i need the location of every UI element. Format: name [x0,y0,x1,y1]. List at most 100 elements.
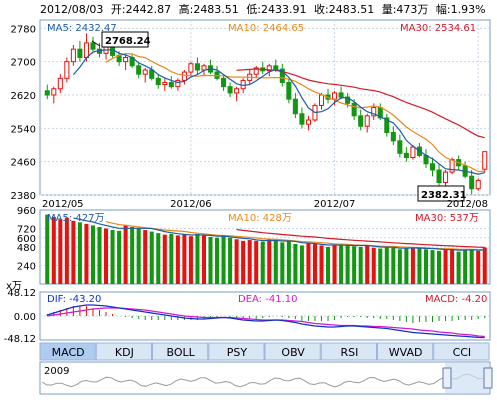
tab-cci[interactable]: CCI [433,342,490,361]
candle [221,74,227,91]
volume-bar [267,239,272,284]
candle-body [181,71,187,81]
volume-bar [221,236,226,284]
candle-body [443,171,449,183]
volume-bar [450,248,455,284]
header-high: 高:2483.51 [179,2,239,16]
candle-body [188,63,194,73]
candle [305,115,311,131]
candle [384,113,390,137]
volume-bar [201,235,206,284]
volume-bar [84,223,89,284]
macd-y-axis: 48.12 0.00 -48.12 [4,288,36,345]
tab-psy[interactable]: PSY [208,342,265,361]
volume-bar [482,247,487,284]
volume-bar [169,233,174,284]
volume-bar [332,245,337,284]
candle-body [123,57,129,63]
price-tick-label: 2540 [11,124,36,135]
candle [358,109,364,131]
volume-bar [456,251,461,284]
candle-body [266,65,272,72]
candle-body [292,98,298,115]
tab-obv[interactable]: OBV [264,342,321,361]
candle-body [299,113,305,125]
navigator-left-handle[interactable] [442,367,452,389]
candle [436,163,442,187]
volume-bar [430,250,435,284]
header-volume: 量:473万 [382,3,429,16]
volume-bar [254,240,259,284]
candle-body [475,179,481,190]
candle [397,134,403,158]
high-annotation-box [101,31,149,48]
candle-body [64,61,70,79]
candle [175,78,181,91]
tab-boll[interactable]: BOLL [152,342,209,361]
candle-body [273,65,279,70]
candle-body [410,146,416,158]
volume-bar [143,230,148,284]
volume-ma5-line [73,217,485,251]
volume-bar [286,240,291,284]
candle-body [142,69,148,75]
macd-tick-label: -48.12 [4,334,36,345]
volume-bar [149,231,154,284]
candle [90,36,96,54]
volume-bar [476,250,481,284]
volume-bar [51,216,56,284]
candle-body [384,117,390,133]
volume-bar [208,236,213,284]
candle [57,74,63,93]
dif-line [47,304,485,339]
low-annotation-box [417,185,465,202]
volume-bar [404,248,409,284]
candle-body [390,132,396,142]
navigator-right-handle[interactable] [483,367,493,389]
tab-background [433,342,490,361]
low-annotation: 2382.31 [417,185,467,202]
candle-body [201,65,207,71]
legend-ma5: MA5: 2432.47 [47,23,117,34]
macd-tick-label: 0.00 [14,312,36,323]
navigator-selection[interactable] [445,363,489,393]
tab-background [264,342,321,361]
high-annotation: 2768.24 [91,31,151,48]
tab-wvad[interactable]: WVAD [377,342,434,361]
candle [475,178,481,191]
volume-bar [130,226,135,284]
candle [292,92,298,118]
candle [227,82,233,98]
tab-kdj[interactable]: KDJ [95,342,152,361]
volume-bar [437,250,442,284]
candle-body [286,82,292,100]
price-x-tick-label: 2012/06 [170,199,212,210]
volume-bar [215,237,220,284]
volume-bar [195,233,200,284]
tab-rsi[interactable]: RSI [320,342,377,361]
volume-bar [384,247,389,284]
volume-bar [463,250,468,284]
tab-macd[interactable]: MACD [39,342,96,361]
price-y-axis: 2780 2700 2620 2540 2460 2380 [11,24,36,202]
candle-body [168,82,174,88]
volume-bar [443,249,448,284]
candle-body [136,65,142,75]
price-tick-label: 2620 [11,91,36,102]
volume-bar [247,240,252,284]
candle [286,78,292,104]
ma5-line [72,48,485,175]
volume-tick-label: 480 [17,243,36,254]
price-tick-label: 2380 [11,191,36,202]
candle [181,70,187,85]
candle-body [77,48,83,59]
macd-panel: 48.120.00-48.12 DIF: -43.20 DEA: -41.10 … [4,288,491,345]
volume-tick-label: 960 [17,206,36,217]
legend-ma10: MA10: 2464.65 [228,23,304,34]
header-info: 2012/08/03 开:2442.87 高:2483.51 低:2433.91… [40,2,486,16]
candle-body [397,140,403,154]
volume-tick-label: 600 [17,234,36,245]
volume-bar [104,228,109,284]
vol-legend-ma30: MA30: 537万 [415,213,479,224]
volume-bar [260,241,265,284]
